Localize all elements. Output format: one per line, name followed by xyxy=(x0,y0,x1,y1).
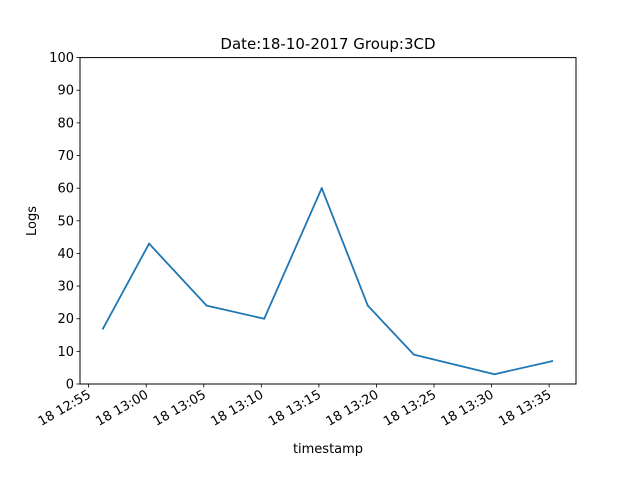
y-tick-label: 90 xyxy=(57,84,74,99)
data-point xyxy=(412,353,415,356)
data-point xyxy=(493,373,496,376)
data-point xyxy=(366,304,369,307)
y-tick-label: 100 xyxy=(49,51,74,66)
data-point xyxy=(205,304,208,307)
y-tick-label: 10 xyxy=(57,345,74,360)
y-tick-label: 60 xyxy=(57,182,74,197)
data-point xyxy=(551,360,554,363)
x-axis-title: timestamp xyxy=(293,442,363,457)
data-point xyxy=(320,187,323,190)
y-tick-label: 30 xyxy=(57,280,74,295)
y-tick-label: 20 xyxy=(57,312,74,327)
y-tick-label: 80 xyxy=(57,116,74,131)
plot-frame xyxy=(79,57,577,385)
y-axis-title: Logs xyxy=(25,206,40,236)
y-tick-label: 70 xyxy=(57,149,74,164)
y-tick-label: 40 xyxy=(57,247,74,262)
data-point xyxy=(263,317,266,320)
data-point xyxy=(148,242,151,245)
chart-title: Date:18-10-2017 Group:3CD xyxy=(220,35,435,53)
y-tick-label: 50 xyxy=(57,214,74,229)
y-tick-label: 0 xyxy=(66,378,74,393)
data-point xyxy=(102,327,105,330)
